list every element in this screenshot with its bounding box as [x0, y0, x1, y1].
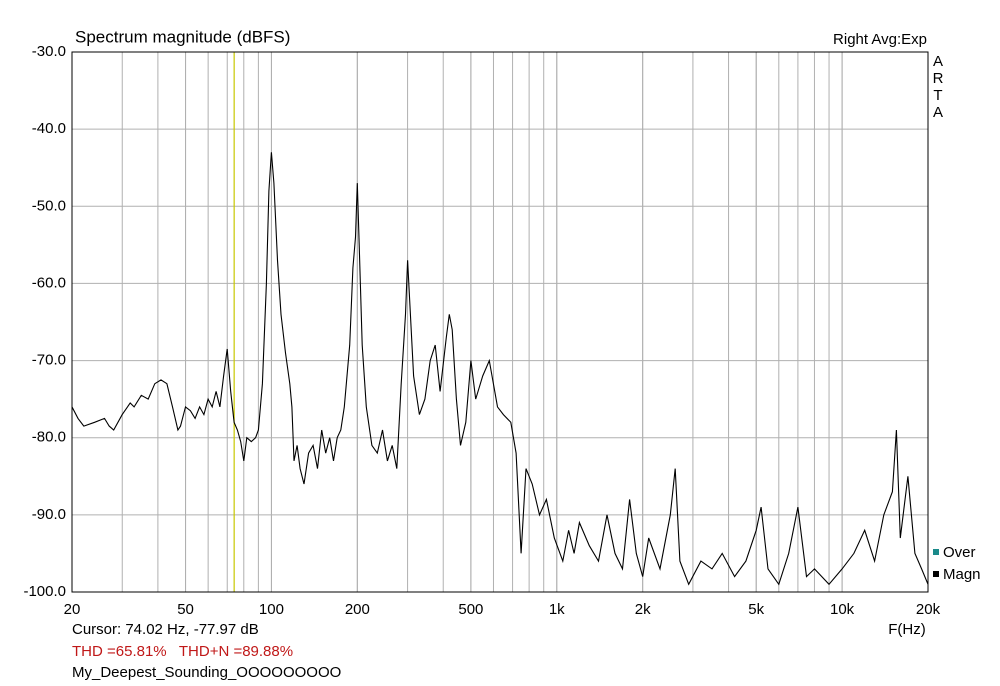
legend-label: Over: [943, 544, 976, 561]
x-tick-label: 1k: [549, 601, 565, 618]
y-tick-label: -40.0: [32, 120, 66, 137]
legend-swatch: [933, 571, 939, 577]
right-note: Right Avg:Exp: [833, 31, 927, 48]
file-name: My_Deepest_Sounding_OOOOOOOOO: [72, 664, 341, 681]
spectrum-line: [72, 152, 928, 586]
chart-title: Spectrum magnitude (dBFS): [75, 27, 290, 46]
plot-frame: [71, 51, 929, 593]
cursor-text: Cursor: 74.02 Hz, -77.97 dB: [72, 621, 259, 638]
y-tick-label: -100.0: [23, 583, 66, 600]
thd-text: THD =65.81% THD+N =89.88%: [72, 643, 293, 660]
side-label-letter: A: [933, 104, 943, 121]
x-tick-label: 200: [345, 601, 370, 618]
x-tick-label: 500: [458, 601, 483, 618]
legend-swatch: [933, 549, 939, 555]
y-tick-label: -80.0: [32, 429, 66, 446]
plot: [72, 52, 928, 592]
side-label-letter: A: [933, 53, 943, 70]
x-tick-label: 100: [259, 601, 284, 618]
x-tick-label: 2k: [635, 601, 651, 618]
side-label-letter: R: [933, 70, 944, 87]
legend-label: Magn: [943, 566, 981, 583]
x-axis-label: F(Hz): [888, 621, 926, 638]
x-tick-label: 50: [177, 601, 194, 618]
grid: [71, 51, 929, 593]
x-tick-label: 10k: [830, 601, 855, 618]
x-tick-label: 5k: [748, 601, 764, 618]
y-tick-label: -70.0: [32, 352, 66, 369]
y-tick-label: -60.0: [32, 274, 66, 291]
x-tick-label: 20k: [916, 601, 941, 618]
y-tick-label: -50.0: [32, 197, 66, 214]
side-label-letter: T: [933, 87, 942, 104]
y-tick-label: -30.0: [32, 43, 66, 60]
x-tick-label: 20: [64, 601, 81, 618]
y-tick-label: -90.0: [32, 506, 66, 523]
